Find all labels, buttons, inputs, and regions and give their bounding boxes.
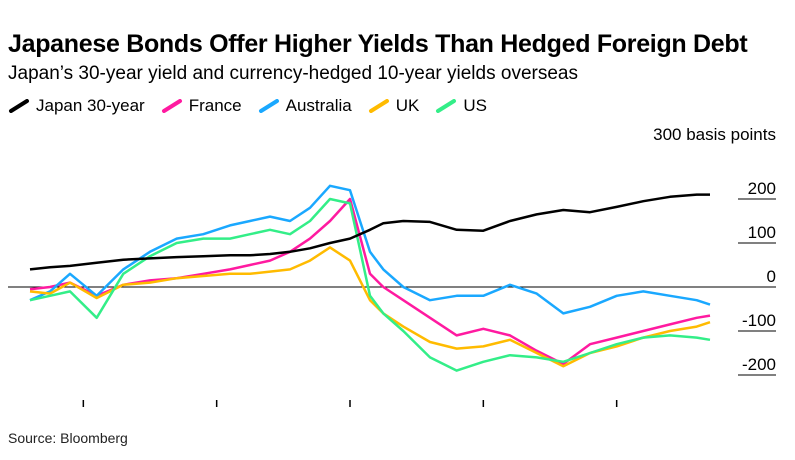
y-axis-unit-label: 300 basis points <box>653 125 776 144</box>
legend-label-uk: UK <box>395 96 420 115</box>
legend-label-us: US <box>463 96 487 115</box>
legend-item-us: US <box>435 96 487 116</box>
legend-item-japan: Japan 30-year <box>8 96 145 116</box>
legend-label-france: France <box>188 96 242 115</box>
y-tick-label: 200 <box>748 179 776 198</box>
y-tick-label: -200 <box>742 355 776 374</box>
legend-swatch-japan <box>9 99 29 113</box>
legend-line-uk <box>368 99 389 113</box>
y-tick-label: -100 <box>742 311 776 330</box>
series-layer <box>29 184 711 372</box>
legend-swatch-us <box>436 99 457 113</box>
y-tick-label: 100 <box>748 223 776 242</box>
legend-swatch-australia <box>258 99 279 113</box>
y-tick-label: 0 <box>767 267 776 286</box>
source-note: Source: Bloomberg <box>8 430 128 446</box>
legend-line-japan <box>9 99 29 113</box>
chart-title: Japanese Bonds Offer Higher Yields Than … <box>8 30 748 58</box>
y-axis: -200 -100 0 100 200 <box>8 179 776 376</box>
x-axis <box>82 400 618 407</box>
legend-label-japan: Japan 30-year <box>36 96 145 115</box>
legend: Japan 30-year France Australia UK US <box>8 96 503 116</box>
legend-line-australia <box>258 99 279 113</box>
legend-label-australia: Australia <box>285 96 352 115</box>
legend-swatch-france <box>161 99 182 113</box>
series-line-france <box>29 197 711 366</box>
legend-line-france <box>161 99 182 113</box>
legend-swatch-uk <box>368 99 389 113</box>
series-line-japan-30-year <box>29 193 710 271</box>
legend-item-uk: UK <box>368 96 420 116</box>
series-line-australia <box>29 184 711 315</box>
legend-item-france: France <box>161 96 242 116</box>
line-chart: 300 basis points -200 -100 0 100 200 <box>8 125 776 407</box>
legend-item-australia: Australia <box>258 96 352 116</box>
legend-line-us <box>436 99 457 113</box>
chart-subtitle: Japan’s 30-year yield and currency-hedge… <box>8 63 578 84</box>
